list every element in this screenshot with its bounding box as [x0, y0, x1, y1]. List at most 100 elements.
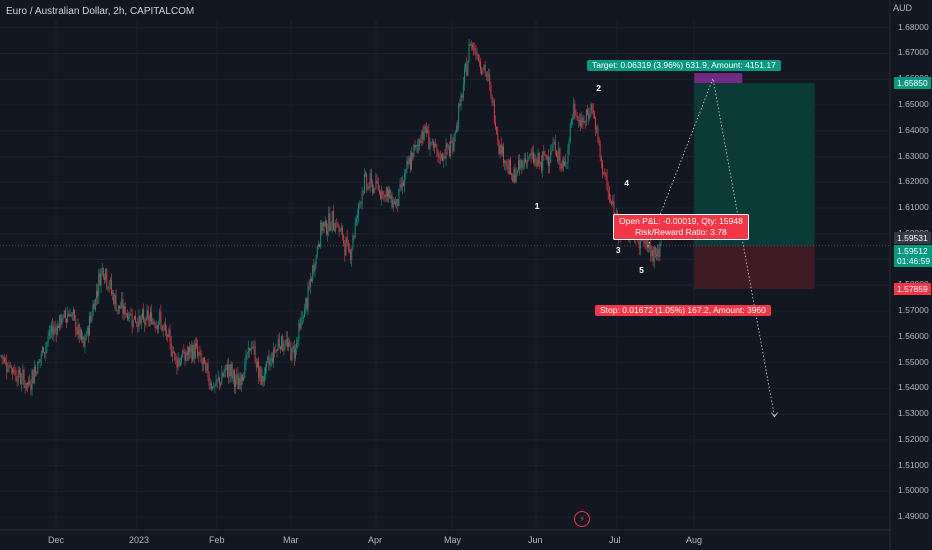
candle-body: [604, 172, 606, 174]
candle-body: [167, 334, 169, 338]
candle-body: [560, 164, 562, 169]
candle-body: [194, 343, 196, 359]
candle-body: [158, 321, 159, 330]
candle-body: [124, 306, 126, 314]
y-tick-label: 1.64000: [898, 124, 929, 135]
candle-body: [546, 156, 548, 160]
candle-body: [162, 325, 164, 331]
candle-body: [125, 313, 127, 315]
candle-body: [258, 361, 260, 378]
candle-body: [219, 377, 220, 384]
candle-body: [86, 327, 88, 335]
target-label[interactable]: Target: 0.06319 (3.96%) 631.9, Amount: 4…: [587, 60, 781, 71]
candle-body: [43, 347, 44, 353]
candle-body: [16, 380, 18, 382]
candle-body: [519, 160, 521, 169]
candle-body: [453, 135, 455, 152]
candle-body: [365, 174, 366, 176]
candle-body: [236, 374, 238, 379]
candle-body: [480, 61, 481, 71]
candle-body: [89, 316, 90, 336]
candle-body: [50, 331, 51, 333]
candle-body: [38, 362, 40, 363]
candle-body: [329, 213, 331, 231]
candle-body: [260, 366, 262, 385]
candle-body: [552, 144, 554, 151]
candle-body: [71, 313, 73, 316]
risk-reward-text: Risk/Reward Ratio: 3.78: [635, 227, 727, 237]
candle-body: [511, 174, 513, 176]
candle-body: [288, 342, 289, 348]
stop-label[interactable]: Stop: 0.01672 (1.05%) 167.2, Amount: 396…: [595, 305, 771, 316]
candle-body: [657, 249, 659, 257]
candle-body: [107, 287, 109, 289]
candle-body: [538, 152, 540, 164]
candle-body: [185, 351, 187, 361]
candle-body: [589, 113, 591, 119]
candle-body: [496, 127, 498, 134]
candle-body: [610, 199, 611, 201]
candle-body: [74, 309, 76, 320]
candle-body: [173, 351, 174, 353]
candle-body: [123, 306, 125, 315]
candle-body: [300, 317, 302, 328]
candle-body: [386, 187, 388, 197]
candle-body: [21, 379, 23, 384]
candle-body: [39, 358, 41, 363]
x-tick-label: May: [444, 535, 462, 545]
candle-body: [416, 145, 418, 146]
candle-body: [45, 346, 47, 354]
candle-body: [224, 365, 226, 373]
candle-body: [199, 352, 201, 354]
candle-body: [223, 372, 225, 377]
candle-body: [250, 349, 251, 351]
candle-body: [584, 121, 586, 123]
candle-body: [204, 357, 205, 364]
candle-body: [163, 324, 165, 326]
candle-body: [251, 347, 253, 350]
candle-body: [254, 346, 256, 362]
candle-body: [442, 154, 444, 161]
candle-body: [214, 385, 216, 387]
lightning-icon[interactable]: ⚡: [574, 511, 590, 527]
candle-body: [294, 347, 296, 359]
candle-body: [85, 334, 87, 340]
candle-body: [593, 113, 595, 119]
candle-body: [592, 109, 594, 114]
candle-body: [534, 158, 536, 163]
candle-body: [334, 230, 335, 232]
candle-body: [450, 140, 452, 156]
pnl-box[interactable]: Open P&L: -0.00019, Qty: 15948 Risk/Rewa…: [613, 214, 749, 240]
candle-body: [335, 223, 337, 232]
candle-body: [98, 273, 100, 297]
candle-body: [597, 127, 599, 138]
candle-body: [565, 161, 567, 164]
candle-body: [324, 220, 326, 227]
candle-body: [44, 352, 46, 354]
candle-body: [602, 161, 603, 174]
candle-body: [435, 144, 437, 145]
candle-body: [122, 299, 124, 315]
candle-body: [407, 160, 409, 165]
candle-body: [234, 370, 235, 387]
wave-label: 1: [534, 200, 540, 211]
candle-body: [380, 192, 381, 199]
candle-body: [322, 222, 324, 231]
candle-body: [0, 355, 2, 357]
candle-body: [355, 218, 357, 223]
candle-body: [482, 68, 484, 75]
candle-body: [553, 141, 555, 145]
current-price-badge: 1.59512 01:46:59: [894, 244, 932, 267]
candle-body: [533, 152, 534, 163]
target-price-badge: 1.65850: [894, 77, 931, 90]
candle-body: [304, 309, 306, 318]
y-tick-label: 1.67000: [898, 47, 929, 58]
candle-body: [542, 151, 544, 171]
candle-body: [412, 152, 414, 158]
candle-body: [152, 320, 154, 324]
candle-body: [658, 249, 660, 258]
candle-body: [559, 148, 561, 165]
candle-body: [377, 181, 379, 190]
candle-body: [135, 315, 136, 323]
